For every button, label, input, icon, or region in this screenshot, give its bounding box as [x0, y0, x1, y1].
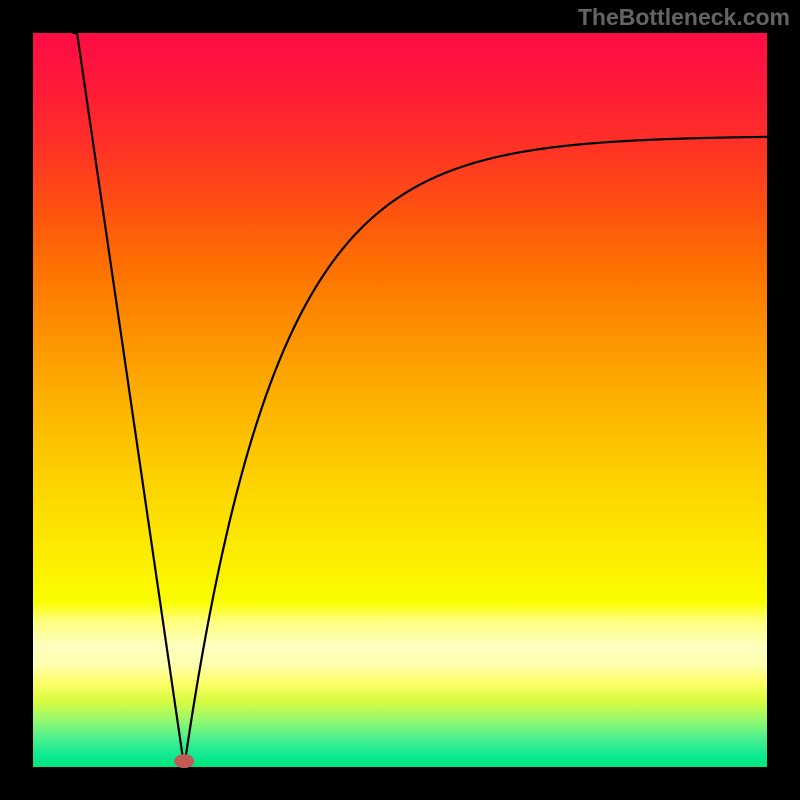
- watermark-text: TheBottleneck.com: [578, 4, 790, 31]
- gradient-background: [33, 33, 767, 767]
- minimum-marker: [174, 754, 194, 768]
